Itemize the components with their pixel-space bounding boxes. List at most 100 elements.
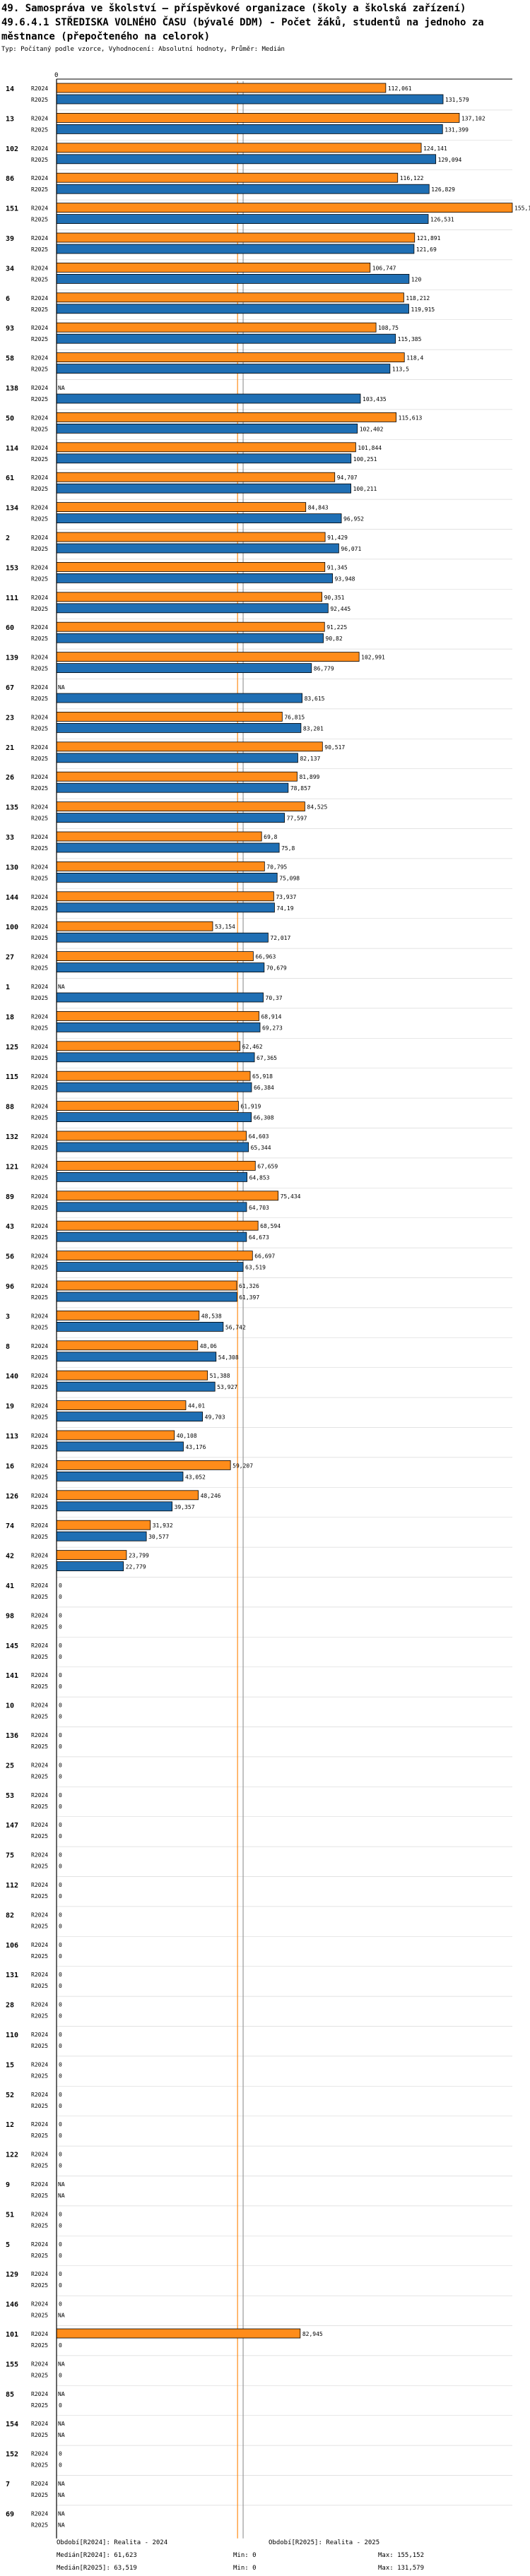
- bar-r2024: [56, 262, 371, 273]
- series-label-r2024: R2024: [31, 1882, 48, 1888]
- series-label-r2025: R2025: [31, 2163, 48, 2169]
- category-label: 110: [6, 2032, 18, 2039]
- value-label: 66,384: [254, 1085, 274, 1091]
- value-label-na: NA: [58, 2313, 65, 2319]
- bar-r2025: [56, 782, 289, 793]
- value-label: 0: [59, 1882, 62, 1888]
- series-label-r2024: R2024: [31, 714, 48, 720]
- bar-r2024: [56, 412, 397, 422]
- category-label: 60: [6, 624, 14, 632]
- bar-r2024: [56, 352, 405, 363]
- bar-r2025: [56, 663, 312, 673]
- series-label-r2025: R2025: [31, 1025, 48, 1031]
- bar-r2024: [56, 203, 513, 213]
- bar-r2024: [56, 322, 377, 333]
- series-label-r2024: R2024: [31, 924, 48, 930]
- value-label: 102,991: [361, 655, 385, 661]
- series-label-r2025: R2025: [31, 2253, 48, 2259]
- legend-r2024: Období[R2024]: Realita - 2024: [57, 2539, 168, 2546]
- series-label-r2024: R2024: [31, 1762, 48, 1768]
- series-label-r2024: R2024: [31, 415, 48, 421]
- series-label-r2025: R2025: [31, 1265, 48, 1271]
- bar-r2025: [56, 184, 430, 194]
- series-label-r2024: R2024: [31, 1433, 48, 1439]
- value-label-na: NA: [58, 2181, 65, 2188]
- category-label: 82: [6, 1912, 14, 1919]
- series-label-r2025: R2025: [31, 1594, 48, 1600]
- series-label-r2025: R2025: [31, 2462, 48, 2469]
- series-label-r2024: R2024: [31, 1672, 48, 1678]
- value-label: 0: [59, 1852, 62, 1859]
- bar-r2025: [56, 1262, 244, 1272]
- category-label: 138: [6, 385, 18, 393]
- value-label: 94,707: [337, 475, 358, 481]
- category-label: 27: [6, 954, 14, 962]
- series-label-r2025: R2025: [31, 935, 48, 941]
- axis-zero-label: 0: [54, 72, 58, 79]
- value-label: 137,102: [461, 115, 485, 121]
- value-label-na: NA: [58, 385, 65, 391]
- value-label: 0: [59, 1983, 62, 1989]
- series-label-r2024: R2024: [31, 475, 48, 481]
- value-label: 78,857: [290, 785, 311, 792]
- value-label: 96,952: [343, 516, 364, 523]
- category-label: 125: [6, 1044, 18, 1051]
- bar-r2024: [56, 1161, 256, 1171]
- category-label: 136: [6, 1732, 18, 1740]
- value-label: 0: [59, 2061, 62, 2068]
- series-label-r2025: R2025: [31, 1623, 48, 1630]
- series-label-r2025: R2025: [31, 2313, 48, 2319]
- series-label-r2024: R2024: [31, 624, 48, 631]
- bar-r2024: [56, 801, 305, 811]
- category-label: 106: [6, 1942, 18, 1950]
- value-label: 124,141: [423, 145, 447, 152]
- value-label: 83,201: [303, 725, 324, 732]
- series-label-r2025: R2025: [31, 1683, 48, 1690]
- value-label: 0: [59, 1743, 62, 1750]
- category-label: 42: [6, 1553, 14, 1561]
- category-label: 15: [6, 2061, 14, 2069]
- bar-r2025: [56, 902, 275, 913]
- bar-r2025: [56, 393, 361, 404]
- value-label: 86,779: [314, 666, 334, 672]
- category-label: 12: [6, 2121, 14, 2129]
- value-label: 75,434: [281, 1193, 301, 1200]
- category-label: 9: [6, 2181, 10, 2189]
- value-label: 0: [59, 2013, 62, 2020]
- value-label: 74,19: [276, 905, 293, 912]
- series-label-r2024: R2024: [31, 1403, 48, 1409]
- series-label-r2024: R2024: [31, 1493, 48, 1499]
- bar-r2024: [56, 1311, 200, 1320]
- series-label-r2024: R2024: [31, 564, 48, 571]
- series-label-r2025: R2025: [31, 2492, 48, 2498]
- value-label: 0: [59, 1732, 62, 1739]
- bar-r2025: [56, 603, 329, 614]
- median-r2024: Medián[R2024]: 61,623: [57, 2552, 137, 2559]
- bar-r2025: [56, 873, 278, 883]
- category-label: 67: [6, 684, 14, 692]
- value-label: 64,703: [249, 1205, 269, 1211]
- series-label-r2025: R2025: [31, 1983, 48, 1989]
- series-label-r2025: R2025: [31, 1953, 48, 1960]
- value-label: 0: [59, 1582, 62, 1589]
- value-label: 106,747: [372, 265, 396, 271]
- value-label: 76,815: [284, 714, 305, 720]
- bar-r2024: [56, 1400, 187, 1410]
- value-label: 96,071: [341, 546, 361, 552]
- min-r2024: Min: 0: [233, 2552, 257, 2559]
- value-label: 64,603: [249, 1133, 269, 1140]
- value-label: 61,919: [240, 1104, 261, 1110]
- value-label: 126,531: [430, 217, 454, 223]
- value-label: 0: [59, 1923, 62, 1929]
- value-label: 0: [59, 1803, 62, 1810]
- category-label: 10: [6, 1703, 14, 1710]
- value-label: 0: [59, 1612, 62, 1618]
- series-label-r2025: R2025: [31, 186, 48, 193]
- value-label: 100,251: [353, 456, 377, 463]
- category-label: 88: [6, 1104, 14, 1111]
- value-label: 39,357: [175, 1504, 195, 1510]
- category-label: 16: [6, 1462, 14, 1470]
- category-label: 140: [6, 1373, 18, 1381]
- bar-r2024: [56, 592, 323, 602]
- value-label: 0: [59, 1893, 62, 1900]
